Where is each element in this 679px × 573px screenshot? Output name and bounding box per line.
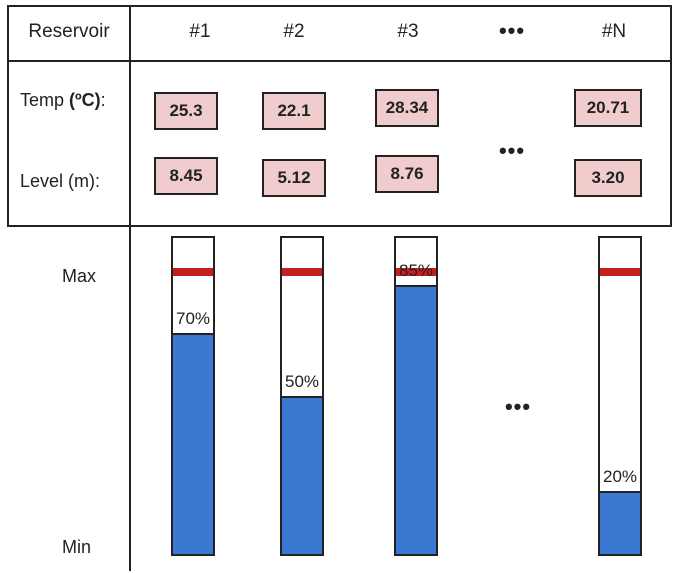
temp-value-1: 25.3: [154, 92, 218, 130]
grid-label-column-divider: [129, 5, 131, 571]
water-fill-n: [600, 491, 640, 554]
water-fill-1: [173, 333, 213, 554]
grid-top-border: [7, 5, 672, 7]
max-marker-2: [282, 268, 322, 276]
max-label: Max: [62, 266, 97, 286]
percent-label-3: 85%: [398, 261, 434, 280]
level-value-n: 3.20: [574, 159, 642, 197]
tank-n: [598, 236, 642, 556]
tanks-ellipsis: •••: [504, 394, 532, 419]
tank-2: [280, 236, 324, 556]
water-fill-2: [282, 396, 322, 554]
temp-row-label: Temp (ºC):: [20, 90, 106, 111]
temp-value-2: 22.1: [262, 92, 326, 130]
values-ellipsis: •••: [498, 138, 526, 163]
column-header-1: #1: [189, 21, 211, 42]
temp-label-unit: (ºC): [69, 90, 101, 110]
level-value-2: 5.12: [262, 159, 326, 197]
max-marker-1: [173, 268, 213, 276]
percent-label-2: 50%: [284, 372, 320, 391]
tank-3: [394, 236, 438, 556]
column-header-n: #N: [601, 21, 627, 42]
level-row-label: Level (m):: [20, 171, 101, 191]
max-marker-3: [396, 268, 436, 276]
column-header-2: #2: [283, 21, 305, 42]
water-fill-3: [396, 285, 436, 554]
percent-label-n: 20%: [602, 467, 638, 486]
level-value-1: 8.45: [154, 157, 218, 195]
percent-label-1: 70%: [175, 309, 211, 328]
temp-value-3: 28.34: [375, 89, 439, 127]
grid-left-border: [7, 5, 9, 227]
grid-right-border: [670, 5, 672, 227]
column-header-3: #3: [397, 21, 419, 42]
temp-value-n: 20.71: [574, 89, 642, 127]
header-ellipsis: •••: [498, 18, 526, 43]
temp-label-suffix: :: [100, 90, 106, 110]
reservoir-header-label: Reservoir: [28, 21, 110, 42]
tank-1: [171, 236, 215, 556]
max-marker-n: [600, 268, 640, 276]
grid-header-divider: [7, 60, 672, 62]
temp-label-prefix: Temp: [20, 90, 70, 110]
grid-section-divider: [7, 225, 672, 227]
min-label: Min: [62, 537, 92, 557]
level-value-3: 8.76: [375, 155, 439, 193]
